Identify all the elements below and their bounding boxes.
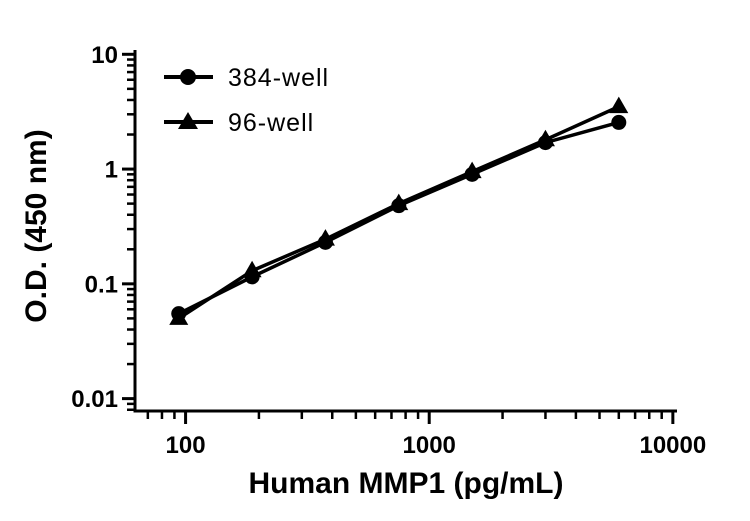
x-tick-label: 100 <box>166 432 206 459</box>
legend-label-384-well: 384-well <box>228 64 329 92</box>
data-point-384-well <box>537 135 553 151</box>
plot-series <box>169 96 629 325</box>
data-point-384-well <box>317 234 333 250</box>
y-tick-label: 0.01 <box>71 386 118 413</box>
x-tick-label: 1000 <box>403 432 456 459</box>
axes: 10 1 0.1 0.01 100 1000 10000 <box>71 42 706 459</box>
data-point-384-well <box>244 269 260 285</box>
legend-item-384-well: 384-well <box>164 64 329 92</box>
data-point-384-well <box>171 306 187 322</box>
y-tick-label: 10 <box>91 42 118 69</box>
data-point-96-well <box>609 96 629 114</box>
series-line-384-well <box>177 120 620 316</box>
legend-triangle-marker-icon <box>178 112 198 129</box>
data-point-384-well <box>611 114 627 130</box>
x-tick-label: 10000 <box>639 432 706 459</box>
y-tick-label: 1 <box>105 157 118 184</box>
x-axis-title: Human MMP1 (pg/mL) <box>249 467 564 500</box>
y-tick-label: 0.1 <box>85 271 118 298</box>
data-point-384-well <box>391 198 407 214</box>
data-point-384-well <box>464 166 480 182</box>
legend-circle-marker-icon <box>180 69 196 85</box>
legend-label-96-well: 96-well <box>228 109 314 137</box>
y-axis-title: O.D. (450 nm) <box>20 129 53 322</box>
legend: 384-well 96-well <box>164 64 329 137</box>
legend-item-96-well: 96-well <box>164 109 314 137</box>
